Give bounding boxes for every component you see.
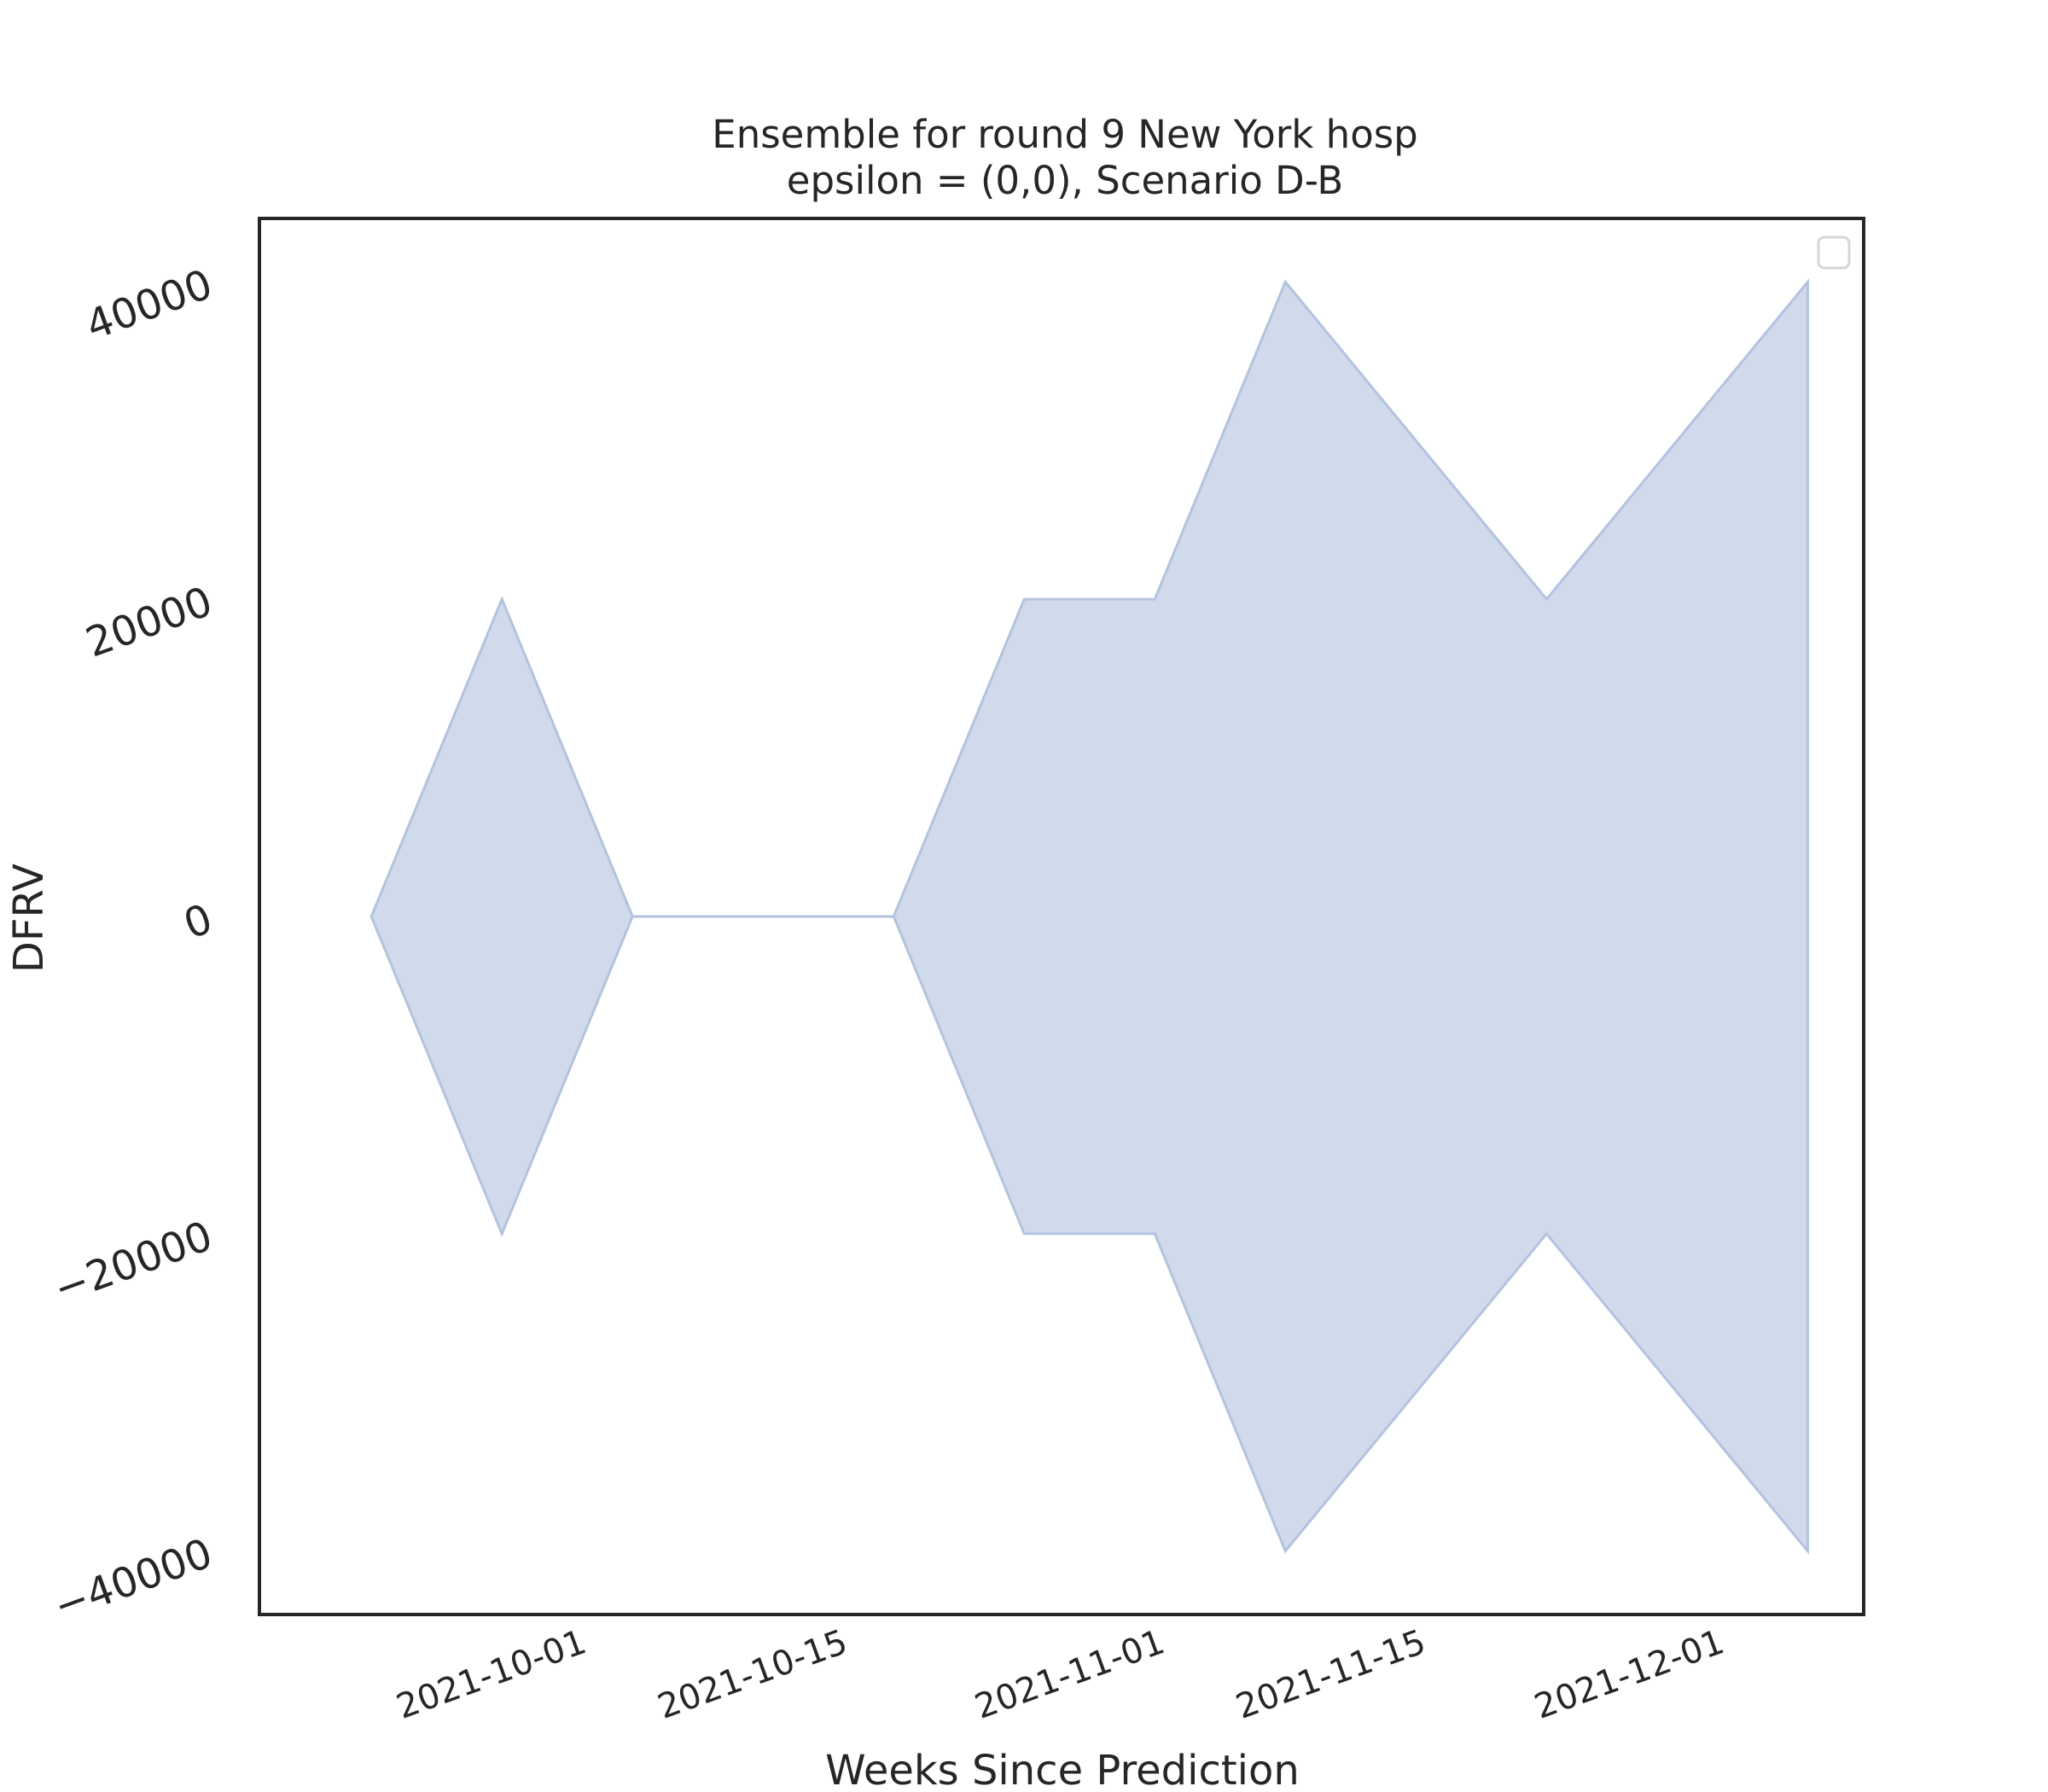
x-axis-label: Weeks Since Prediction [825, 1747, 1300, 1792]
y-axis-ticks: 40000 20000 0 −20000 −40000 [48, 260, 218, 1631]
chart-subtitle: epsilon = (0,0), Scenario D-B [787, 158, 1343, 203]
plot-frame [258, 217, 1865, 1616]
legend-box [1817, 236, 1851, 270]
y-axis-label: DFRV [5, 864, 53, 973]
chart-title: Ensemble for round 9 New York hosp [712, 112, 1417, 157]
x-tick-label: 2021-12-01 [1529, 1622, 1729, 1727]
y-tick-label: −20000 [48, 1212, 218, 1313]
y-tick-label: 40000 [79, 260, 218, 350]
plot-area [369, 278, 1809, 1555]
x-axis-ticks: 2021-10-01 2021-10-15 2021-11-01 2021-11-15… [392, 1622, 1730, 1727]
x-tick-label: 2021-10-15 [653, 1622, 852, 1727]
y-tick-label: 20000 [79, 578, 218, 667]
band-area-0 [369, 278, 1809, 1555]
x-tick-label: 2021-10-01 [392, 1622, 591, 1727]
y-tick-label: −40000 [48, 1529, 218, 1631]
y-tick-label: 0 [177, 895, 218, 949]
x-tick-label: 2021-11-01 [970, 1622, 1170, 1727]
x-tick-label: 2021-11-15 [1231, 1622, 1431, 1727]
